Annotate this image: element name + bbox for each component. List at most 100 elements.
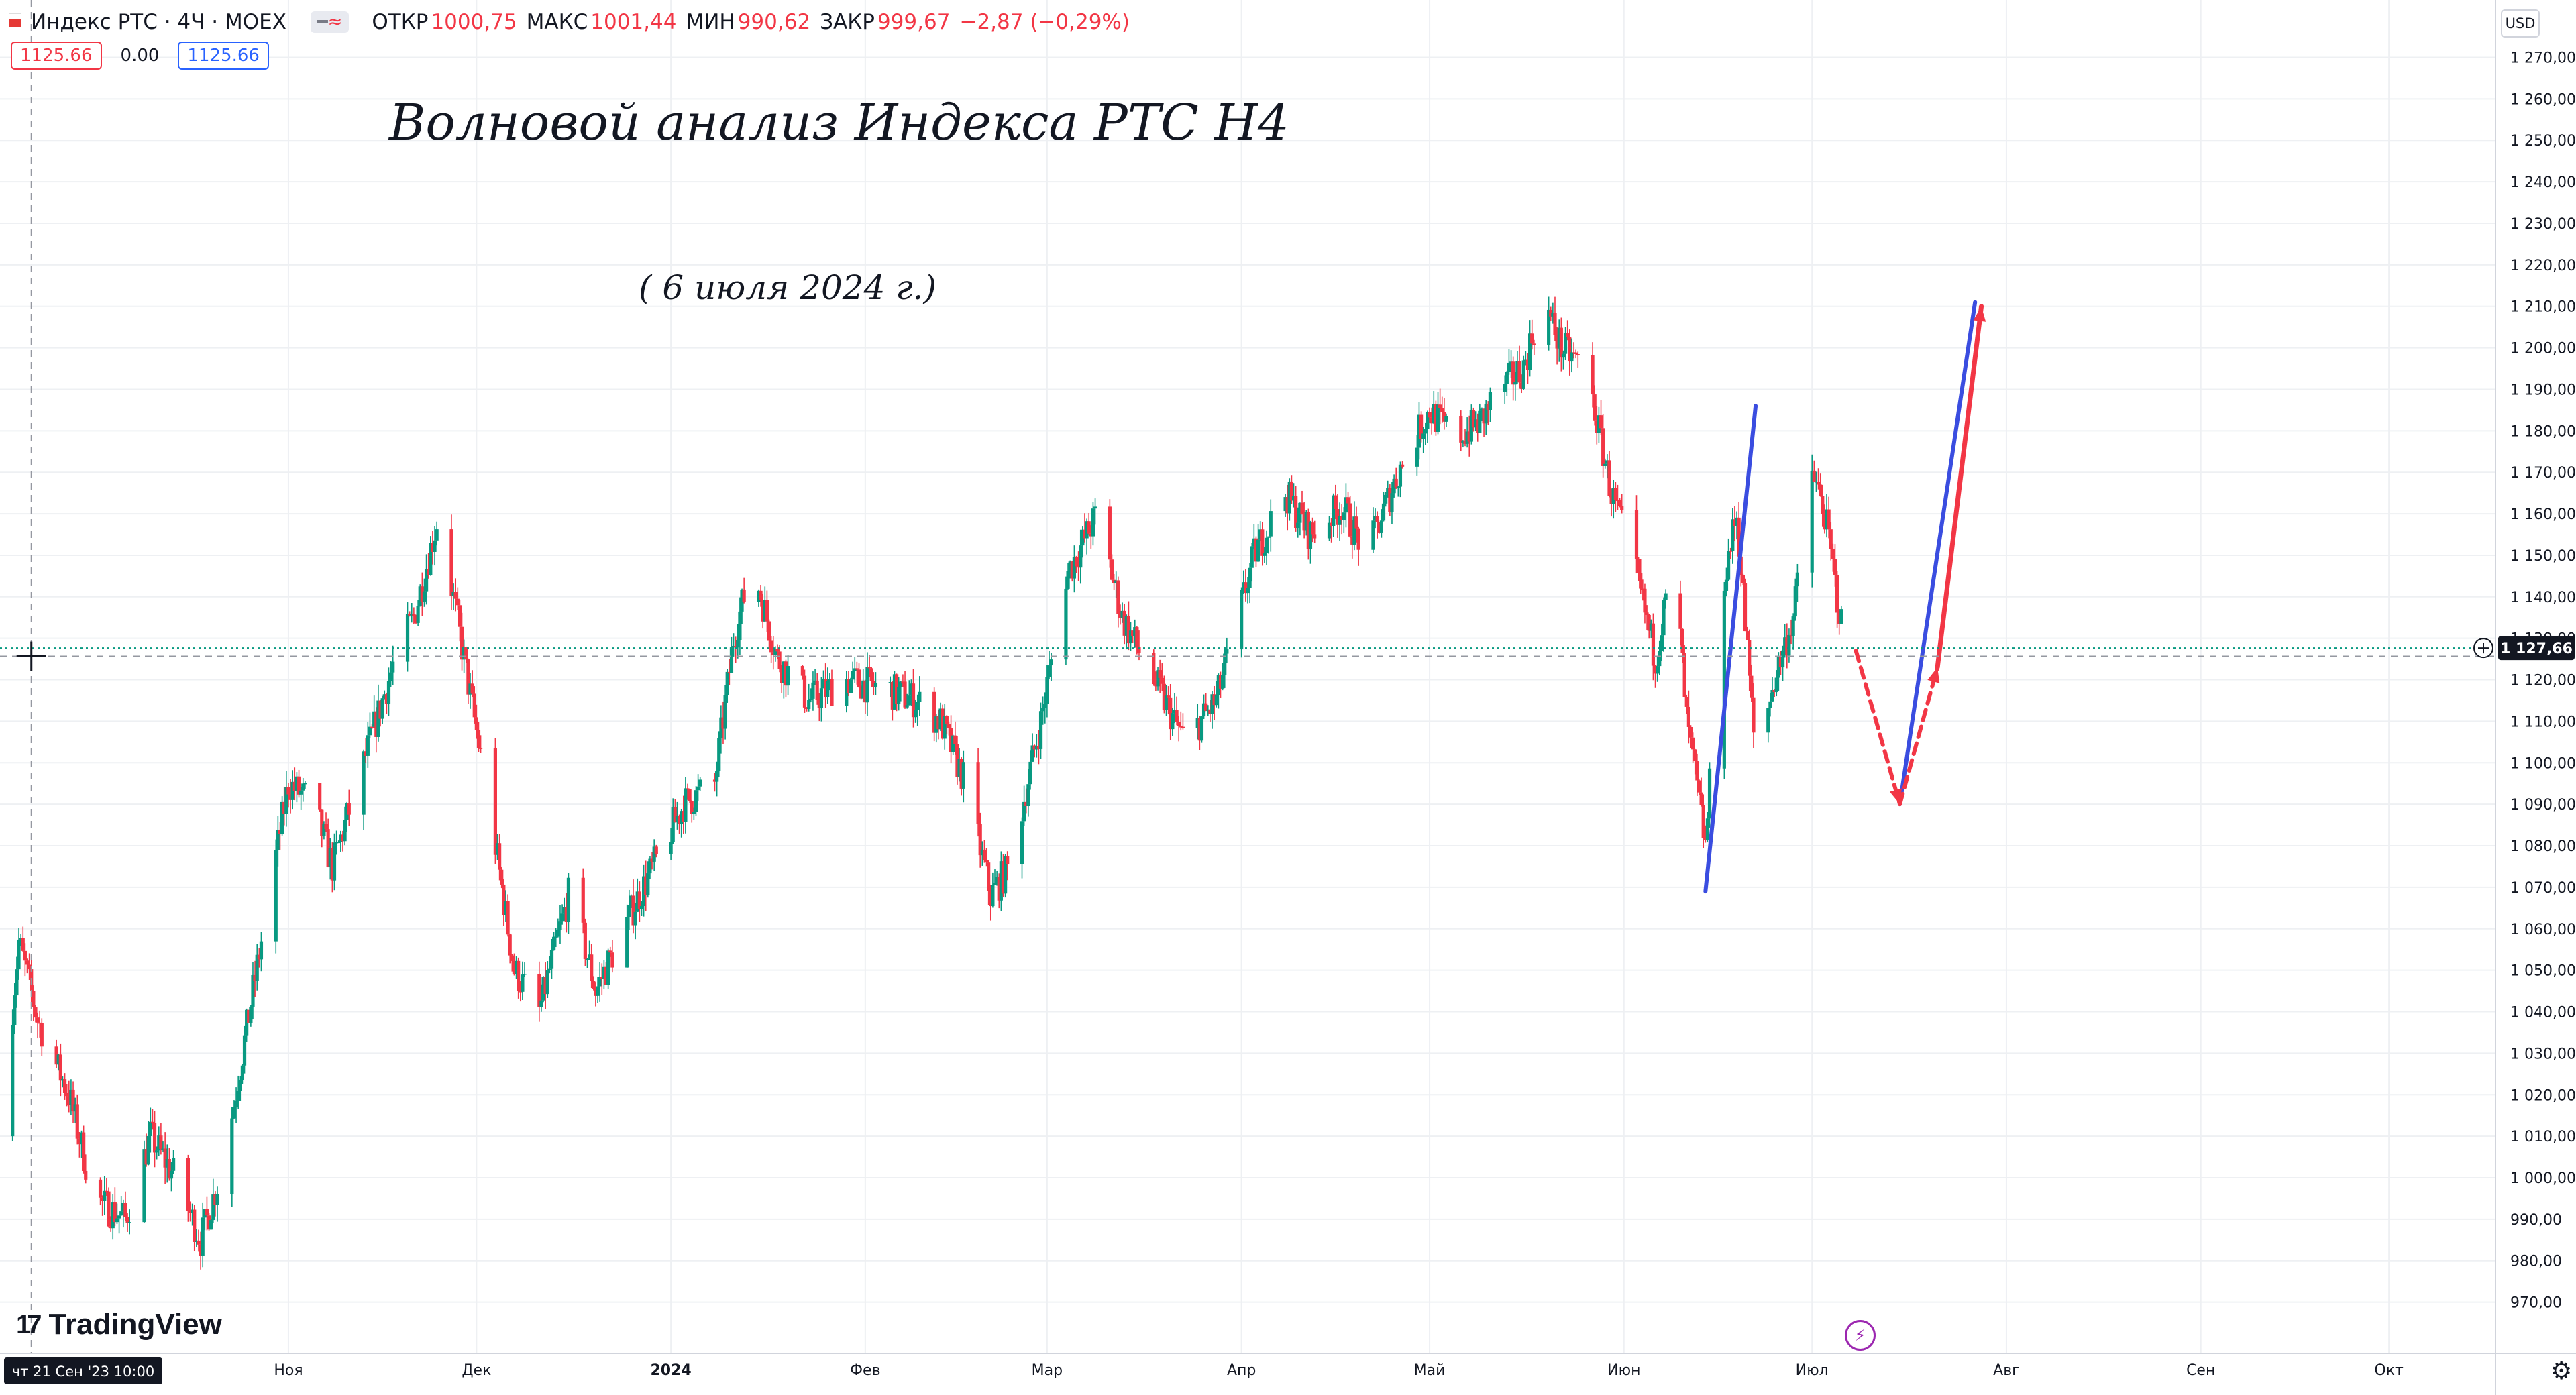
candle-body	[1729, 551, 1733, 552]
close-label: ЗАКР	[820, 10, 875, 34]
open-label: ОТКР	[372, 10, 429, 34]
candle-body	[1036, 746, 1041, 749]
candle-body	[1505, 372, 1509, 384]
symbol-title[interactable]: Индекс РТС · 4Ч · MOEX	[31, 10, 286, 34]
candle-body	[384, 694, 388, 704]
candle-body	[466, 659, 470, 695]
candle-body	[1390, 493, 1394, 512]
candle-body	[324, 824, 328, 830]
candle-body	[641, 876, 646, 907]
candle-body	[680, 811, 684, 824]
candle-body	[1656, 666, 1660, 674]
legend-toggle-icon[interactable]: ━≈	[310, 11, 350, 33]
candle-body	[541, 976, 545, 1001]
candle-body	[549, 950, 554, 969]
candle-body	[32, 991, 36, 1007]
candle-body	[470, 683, 474, 694]
buy-button[interactable]: 1125.66	[178, 42, 269, 70]
candle-body	[105, 1190, 109, 1192]
candle-body	[191, 1209, 195, 1213]
candle-body	[1001, 861, 1006, 894]
candle-body	[1214, 695, 1218, 706]
candle-body	[1250, 546, 1254, 568]
candle-body	[851, 671, 855, 680]
candle-body	[782, 661, 786, 683]
candle-body	[478, 748, 483, 749]
candle-body	[905, 705, 909, 708]
candle-body	[1160, 677, 1164, 684]
candle-body	[1795, 572, 1799, 587]
candle-body	[757, 590, 761, 602]
candle-body	[339, 834, 343, 842]
candle-body	[984, 860, 989, 863]
gear-icon[interactable]: ⚙	[2551, 1357, 2573, 1385]
candle-body	[890, 682, 894, 710]
candle-body	[1426, 412, 1430, 430]
candle-body	[1120, 610, 1124, 618]
candle-body	[947, 724, 951, 728]
candle-body	[144, 1149, 148, 1165]
candle-body	[608, 950, 612, 953]
candle-body	[1682, 653, 1686, 698]
candle-body	[1421, 433, 1426, 439]
candle-body	[1126, 616, 1131, 644]
tradingview-logo[interactable]: 17 TradingView	[16, 1308, 222, 1341]
candle-body	[341, 834, 345, 842]
candle-body	[213, 1194, 217, 1206]
candle-body	[453, 592, 458, 599]
candle-body	[1327, 522, 1332, 539]
candle-body	[1517, 361, 1521, 383]
candle-body	[1770, 689, 1774, 702]
candle-body	[249, 1006, 253, 1023]
candle-body	[1680, 628, 1684, 653]
candle-body	[1469, 410, 1473, 442]
candle-body	[372, 711, 376, 727]
candle-body	[1072, 557, 1077, 579]
candle-body	[1697, 780, 1701, 793]
candle-body	[604, 966, 608, 985]
candle-body	[1077, 566, 1081, 568]
candle-body	[301, 783, 305, 791]
candle-body	[978, 824, 982, 856]
candle-body	[1722, 590, 1726, 769]
candle-body	[652, 846, 656, 862]
candle-body	[712, 779, 717, 782]
candle-body	[242, 1035, 247, 1066]
crosshair-date-label: чт 21 Сен '23 10:00	[12, 1363, 154, 1380]
candle-body	[1551, 313, 1555, 317]
candle-body	[1768, 701, 1772, 708]
candle-body	[1074, 557, 1079, 567]
candle-body	[1613, 488, 1617, 500]
annotation-title[interactable]: Волновой анализ Индекса РТС Н4	[389, 94, 1289, 152]
high-value: 1001,44	[590, 10, 677, 34]
candle-body	[888, 682, 892, 683]
candle-body	[1825, 509, 1829, 530]
candle-body	[1081, 529, 1085, 546]
y-tick-label: 1 010,00	[2510, 1129, 2576, 1146]
candle-body	[150, 1121, 155, 1123]
candle-body	[1649, 623, 1653, 631]
candle-body	[809, 698, 813, 700]
candle-body	[907, 695, 911, 706]
currency-button[interactable]: USD	[2501, 9, 2540, 38]
candle-body	[1724, 579, 1729, 591]
candle-body	[1379, 520, 1383, 533]
candle-body	[1296, 522, 1300, 528]
candle-body	[320, 809, 324, 836]
y-tick-label: 1 040,00	[2510, 1005, 2576, 1021]
candle-body	[280, 801, 284, 834]
candle-body	[1003, 856, 1008, 894]
grid	[0, 0, 2496, 1353]
sell-button[interactable]: 1125.66	[11, 42, 102, 70]
candle-body	[15, 969, 19, 996]
annotation-date[interactable]: ( 6 июля 2024 г.)	[639, 268, 936, 307]
lightning-icon[interactable]: ⚡	[1845, 1320, 1876, 1351]
candle-body	[71, 1089, 75, 1112]
candle-body	[251, 974, 255, 1007]
candle-body	[193, 1209, 197, 1242]
candle-body	[861, 680, 865, 699]
y-tick-label: 1 250,00	[2510, 133, 2576, 150]
x-tick-label: 2024	[650, 1362, 691, 1379]
candle-body	[1068, 561, 1072, 571]
